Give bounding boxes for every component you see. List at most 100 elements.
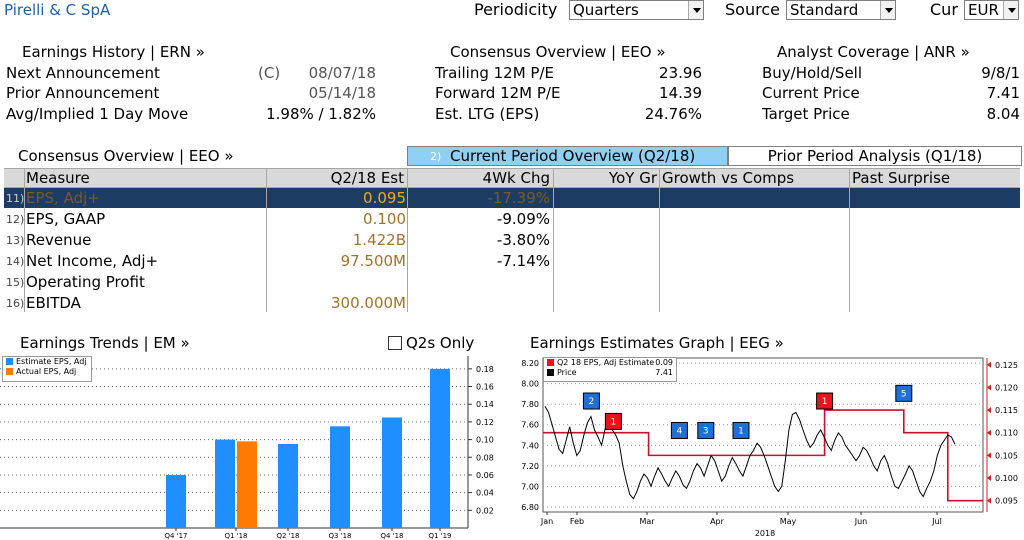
q2s-only-checkbox[interactable]: [388, 336, 402, 350]
y-tick-label: 0.12: [476, 418, 494, 427]
row-measure[interactable]: EPS, Adj+: [26, 189, 100, 207]
bar-estimate: [330, 426, 350, 528]
chevron-down-icon[interactable]: [1003, 1, 1018, 19]
col-growth-vs-comps[interactable]: Growth vs Comps: [662, 169, 795, 187]
confirmed-flag: (C): [258, 64, 281, 82]
col-4wk-chg[interactable]: 4Wk Chg: [482, 169, 550, 187]
x-tick-label: Q1 '18: [224, 532, 247, 540]
table-header-row: [4, 168, 1020, 188]
tab-prior-label: Prior Period Analysis (Q1/18): [767, 147, 983, 165]
earnings-estimates-header[interactable]: Earnings Estimates Graph | EEG »: [530, 334, 784, 352]
legend-swatch-estimate: [547, 359, 554, 366]
y-tick-label: 0.06: [476, 471, 494, 480]
consensus-table-header[interactable]: Consensus Overview | EEO »: [18, 147, 234, 165]
event-marker-label: 3: [703, 426, 709, 436]
next-announcement-label: Next Announcement: [6, 64, 160, 82]
legend-price-value: 7.41: [655, 368, 673, 377]
event-marker-label: 4: [677, 426, 683, 436]
y-left-tick-label: 7.20: [521, 462, 539, 471]
event-marker-label: 1: [611, 417, 617, 427]
y-right-tick: [987, 475, 991, 482]
periodicity-value: Quarters: [573, 1, 639, 19]
y-tick-label: 0.04: [476, 489, 494, 498]
analyst-coverage-header[interactable]: Analyst Coverage | ANR »: [777, 43, 970, 61]
legend-swatch-actual: [6, 368, 13, 375]
row-measure[interactable]: Net Income, Adj+: [26, 252, 159, 270]
event-marker-box: [604, 412, 622, 430]
currency-select[interactable]: EUR: [964, 0, 1019, 20]
next-announcement-value: 08/07/18: [308, 64, 376, 82]
source-value: Standard: [790, 1, 859, 19]
x-tick-label: Feb: [570, 517, 584, 526]
event-marker-box: [697, 421, 715, 439]
row-measure[interactable]: EBITDA: [26, 294, 81, 312]
col-past-surprise[interactable]: Past Surprise: [852, 169, 951, 187]
y-left-tick-label: 7.00: [521, 482, 539, 491]
estimate-line: [543, 409, 983, 502]
tab-prior-period[interactable]: Prior Period Analysis (Q1/18): [728, 146, 1022, 166]
trailing-pe-value: 23.96: [659, 64, 702, 82]
event-marker-label: 5: [901, 389, 907, 399]
y-tick-label: 0.08: [476, 453, 494, 462]
bar-estimate: [278, 444, 298, 528]
col-est[interactable]: Q2/18 Est: [330, 169, 404, 187]
row-number: 14): [6, 255, 25, 268]
y-right-tick-label: 0.115: [995, 406, 1018, 415]
ltg-value: 24.76%: [644, 105, 702, 123]
bar-estimate: [430, 368, 450, 528]
earnings-history-header[interactable]: Earnings History | ERN »: [22, 43, 205, 61]
row-measure[interactable]: Operating Profit: [26, 273, 145, 291]
buy-hold-sell-value: 9/8/1: [981, 64, 1020, 82]
y-tick-label: 0.14: [476, 400, 494, 409]
avg-move-label: Avg/Implied 1 Day Move: [6, 105, 189, 123]
y-right-tick: [987, 361, 991, 368]
event-marker-box: [670, 421, 688, 439]
earnings-trends-header[interactable]: Earnings Trends | EM »: [20, 334, 190, 352]
y-left-tick-label: 7.60: [521, 421, 539, 430]
current-price-value: 7.41: [986, 84, 1020, 102]
tab-current-period[interactable]: 2) Current Period Overview (Q2/18): [407, 146, 728, 166]
bar-actual: [237, 441, 257, 528]
consensus-overview-header[interactable]: Consensus Overview | EEO »: [450, 43, 666, 61]
row-measure[interactable]: EPS, GAAP: [26, 210, 106, 228]
row-number: 11): [6, 192, 25, 205]
line-legend: Q2 18 EPS, Adj Estimate 0.09 Price 7.41: [543, 357, 677, 382]
y-right-tick: [987, 452, 991, 459]
source-label: Source: [725, 0, 780, 19]
tab-current-label: Current Period Overview (Q2/18): [450, 147, 696, 165]
row-measure[interactable]: Revenue: [26, 231, 92, 249]
x-tick-label: Q4 '17: [164, 532, 187, 540]
avg-move-value: 1.98% / 1.82%: [266, 105, 376, 123]
earnings-estimates-chart: 6.807.007.207.407.607.808.008.200.0950.1…: [521, 357, 1018, 538]
row-est: 0.095: [363, 189, 406, 207]
legend-swatch-price: [547, 369, 554, 376]
tab-current-number: 2): [430, 150, 442, 163]
source-select[interactable]: Standard: [786, 0, 896, 20]
company-name: Pirelli & C SpA: [4, 1, 111, 19]
event-marker: 5: [895, 384, 913, 402]
target-price-value: 8.04: [986, 105, 1020, 123]
table-row-selected[interactable]: [4, 188, 1020, 208]
y-left-tick-label: 7.40: [521, 441, 539, 450]
row-chg: -3.80%: [496, 231, 550, 249]
bar-estimate: [166, 474, 186, 528]
event-marker-label: 1: [738, 426, 744, 436]
row-number: 16): [6, 297, 25, 310]
periodicity-select[interactable]: Quarters: [569, 0, 704, 20]
col-yoy-gr[interactable]: YoY Gr: [608, 169, 657, 187]
x-tick-label: Apr: [710, 517, 725, 526]
ltg-label: Est. LTG (EPS): [435, 105, 540, 123]
col-measure[interactable]: Measure: [26, 169, 90, 187]
chevron-down-icon[interactable]: [880, 1, 895, 19]
earnings-trends-chart: 0.02 0.04 0.06 0.08 0.10 0.12 0.14 0.16 0.18 Q4 '…: [0, 356, 494, 540]
x-tick-label: Q2 '18: [276, 532, 299, 540]
y-tick-label: 0.10: [476, 436, 494, 445]
x-tick-label: May: [780, 517, 797, 526]
y-right-tick-label: 0.100: [995, 474, 1018, 483]
currency-label: Cur: [930, 0, 958, 19]
event-marker: 4: [670, 421, 688, 439]
x-tick-label: Q3 '18: [328, 532, 351, 540]
periodicity-label: Periodicity: [474, 0, 558, 19]
chevron-down-icon[interactable]: [688, 1, 703, 19]
y-right-tick-label: 0.095: [995, 497, 1018, 506]
